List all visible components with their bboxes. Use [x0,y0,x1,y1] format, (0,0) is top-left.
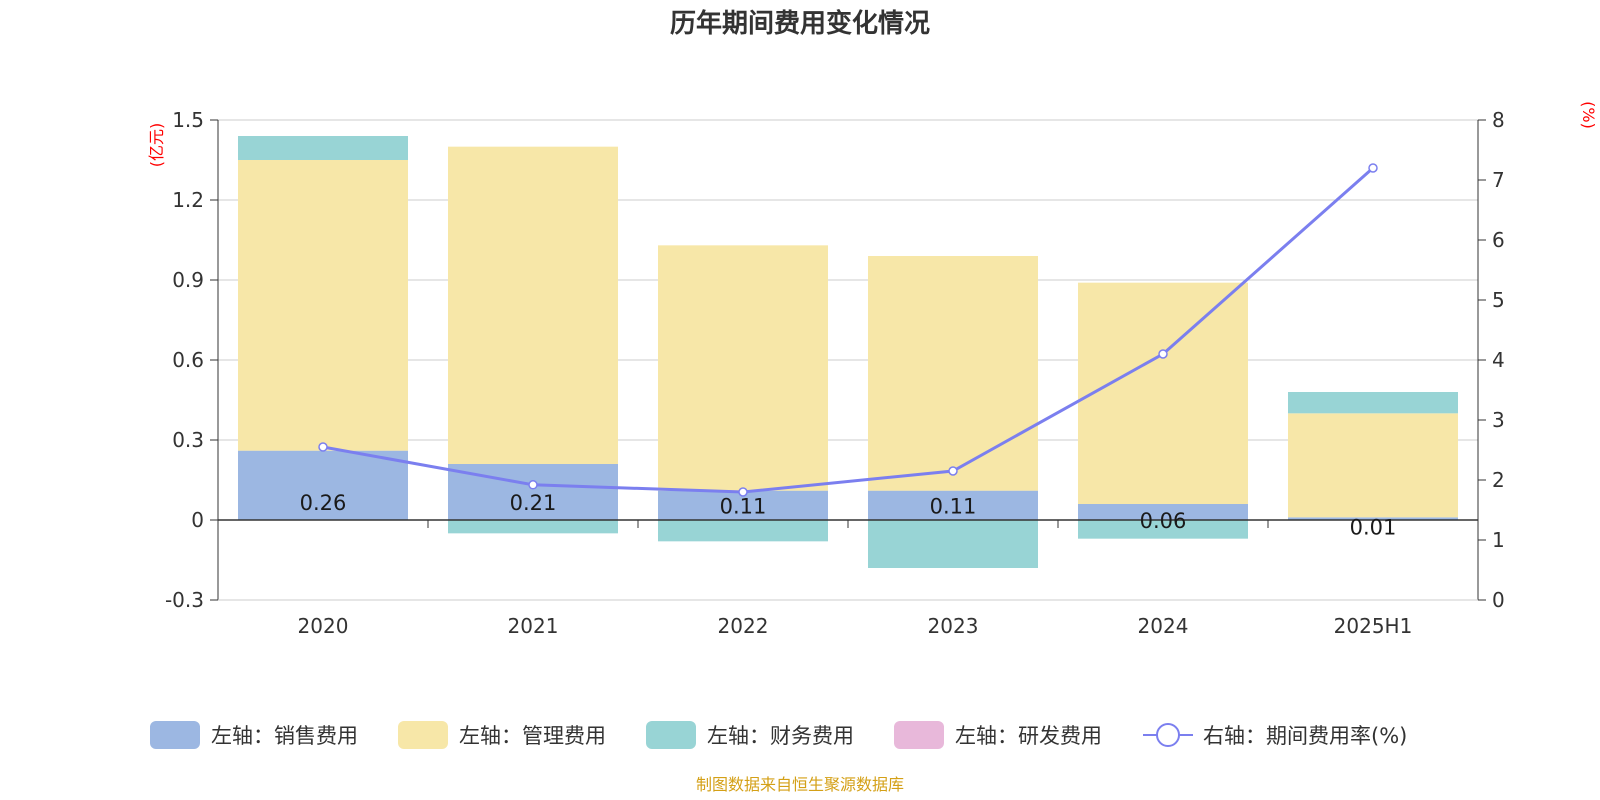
legend-swatch[interactable] [398,721,448,749]
bar-sales-2020 [238,450,408,520]
right-tick-label: 1 [1492,528,1505,552]
left-axis-ticks: 1.5 1.2 0.9 0.6 0.3 0 -0.3 [165,108,218,612]
x-tick-label: 2020 [298,614,349,638]
chart-title: 历年期间费用变化情况 [670,8,930,39]
x-axis-ticks: 2020 2021 2022 2023 2024 2025H1 [298,520,1413,638]
legend-swatch[interactable] [646,721,696,749]
bar-admin-2025H1 [1288,413,1458,518]
bar-admin-2024 [1078,282,1248,504]
rate-point-2024 [1158,349,1168,359]
left-tick-label: 1.5 [172,108,204,132]
right-tick-label: 6 [1492,228,1505,252]
bar-series [238,136,1458,568]
right-tick-label: 3 [1492,408,1505,432]
rate-point-2020 [318,442,328,452]
right-tick-label: 2 [1492,468,1505,492]
right-axis-ticks: 8 7 6 5 4 3 2 1 0 [1478,108,1505,612]
bar-admin-2020 [238,160,408,451]
legend-swatch[interactable] [894,721,944,749]
legend-label[interactable]: 右轴：期间费用率(%) [1203,724,1407,748]
legend-label[interactable]: 左轴：管理费用 [459,724,606,748]
right-tick-label: 0 [1492,588,1505,612]
right-tick-label: 8 [1492,108,1505,132]
left-tick-label: -0.3 [165,588,204,612]
bar-sales-2025H1 [1288,517,1458,520]
bar-finance-2025H1 [1288,392,1458,414]
left-tick-label: 0.6 [172,348,204,372]
left-tick-label: 1.2 [172,188,204,212]
legend-label[interactable]: 左轴：研发费用 [955,724,1102,748]
source-note: 制图数据来自恒生聚源数据库 [696,775,904,794]
x-tick-label: 2023 [928,614,979,638]
bar-admin-2022 [658,245,828,491]
legend-swatch[interactable] [150,721,200,749]
data-label-sales: 0.01 [1350,516,1397,540]
x-tick-label: 2025H1 [1334,614,1413,638]
legend-label[interactable]: 左轴：财务费用 [707,724,854,748]
bar-sales-2024 [1078,504,1248,520]
left-tick-label: 0 [191,508,204,532]
bar-finance-2024 [1078,520,1248,539]
data-label-sales: 0.11 [930,494,977,518]
bar-finance-2021 [448,520,618,534]
data-label-sales: 0.26 [300,491,347,515]
left-axis-unit: (亿元) [147,123,166,168]
legend: 左轴：销售费用 左轴：管理费用 左轴：财务费用 左轴：研发费用 右轴：期间费用率(%) [150,721,1407,749]
x-tick-label: 2022 [718,614,769,638]
right-tick-label: 7 [1492,168,1505,192]
right-tick-label: 5 [1492,288,1505,312]
rate-line [322,166,1374,494]
bar-admin-2023 [868,256,1038,491]
left-tick-label: 0.3 [172,428,204,452]
bar-finance-2020 [238,136,408,160]
rate-point-2025H1 [1368,163,1378,173]
bar-finance-2022 [658,520,828,542]
rate-point-2022 [738,487,748,497]
rate-line-series [318,163,1378,497]
left-tick-label: 0.9 [172,268,204,292]
data-label-sales: 0.06 [1140,509,1187,533]
right-tick-label: 4 [1492,348,1505,372]
data-label-sales: 0.11 [720,494,767,518]
x-tick-label: 2021 [508,614,559,638]
rate-point-2021 [528,480,538,490]
legend-label[interactable]: 左轴：销售费用 [211,724,358,748]
data-label-sales: 0.21 [510,491,557,515]
x-tick-label: 2024 [1138,614,1189,638]
bar-finance-2023 [868,520,1038,568]
rate-point-2023 [948,466,958,476]
right-axis-unit: (%) [1579,101,1598,129]
legend-line-marker[interactable] [1156,723,1180,747]
data-labels: 0.26 0.21 0.11 0.11 0.06 0.01 [300,491,1397,540]
bar-admin-2021 [448,146,618,464]
bar-sales-2023 [868,490,1038,520]
